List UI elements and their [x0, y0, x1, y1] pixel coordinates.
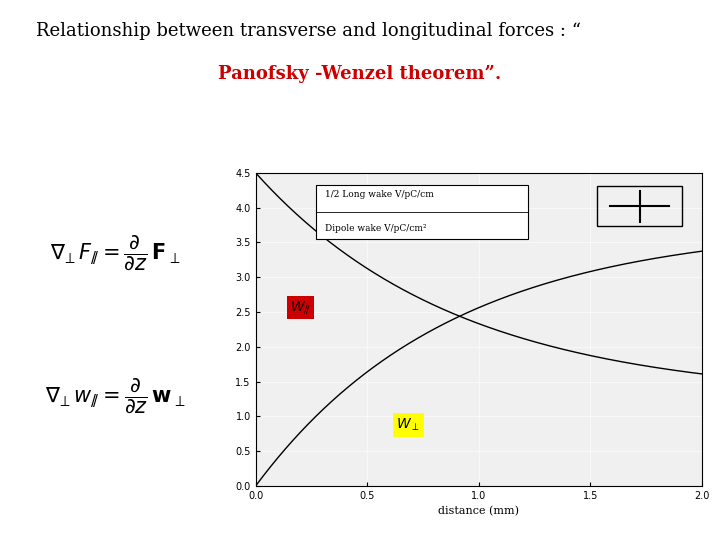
Text: $\nabla_{\!\perp} F_{/\!/} = \dfrac{\partial}{\partial z}\,\mathbf{F}_{\perp}$: $\nabla_{\!\perp} F_{/\!/} = \dfrac{\par… — [50, 233, 181, 272]
Bar — [316, 185, 528, 239]
X-axis label: distance (mm): distance (mm) — [438, 507, 519, 517]
Text: Dipole wake V/pC/cm²: Dipole wake V/pC/cm² — [325, 224, 426, 233]
Text: Relationship between transverse and longitudinal forces : “: Relationship between transverse and long… — [36, 22, 581, 39]
Text: $\nabla_{\!\perp} w_{/\!/} = \dfrac{\partial}{\partial z}\,\mathbf{w}_{\perp}$: $\nabla_{\!\perp} w_{/\!/} = \dfrac{\par… — [45, 376, 186, 415]
Bar — [597, 186, 682, 226]
Text: 1/2 Long wake V/pC/cm: 1/2 Long wake V/pC/cm — [325, 190, 433, 199]
Text: $W_{/\!/}$: $W_{/\!/}$ — [290, 299, 311, 316]
Text: $W_{\perp}$: $W_{\perp}$ — [396, 417, 420, 433]
Text: Panofsky -Wenzel theorem”.: Panofsky -Wenzel theorem”. — [218, 65, 502, 83]
